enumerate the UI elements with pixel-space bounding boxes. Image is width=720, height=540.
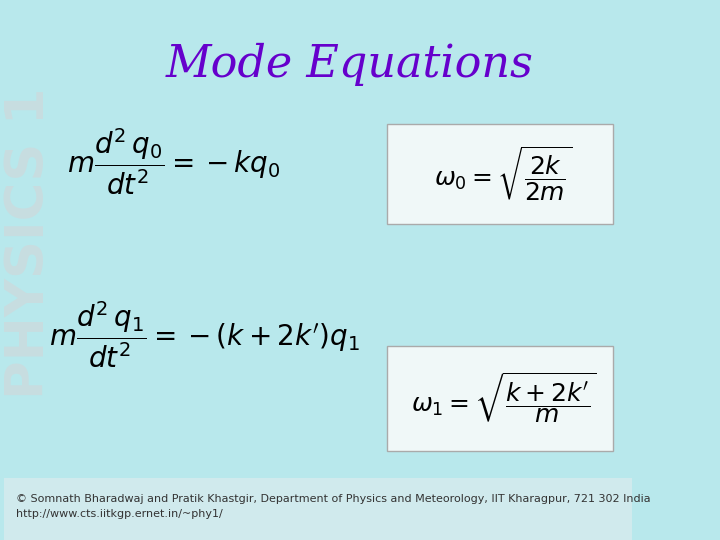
Text: $\omega_0 = \sqrt{\dfrac{2k}{2m}}$: $\omega_0 = \sqrt{\dfrac{2k}{2m}}$ [434,145,572,203]
FancyBboxPatch shape [387,346,613,451]
Text: $m\dfrac{d^2\,q_1}{dt^2} = -(k+2k^{\prime})q_1$: $m\dfrac{d^2\,q_1}{dt^2} = -(k+2k^{\prim… [50,300,360,370]
Text: $m\dfrac{d^2\,q_0}{dt^2} = -kq_0$: $m\dfrac{d^2\,q_0}{dt^2} = -kq_0$ [67,127,280,197]
Text: PHYSICS 1: PHYSICS 1 [3,87,55,399]
FancyBboxPatch shape [387,124,613,224]
Text: Mode Equations: Mode Equations [166,43,534,86]
Text: © Somnath Bharadwaj and Pratik Khastgir, Department of Physics and Meteorology, : © Somnath Bharadwaj and Pratik Khastgir,… [17,494,651,519]
Text: $\omega_1 = \sqrt{\dfrac{k+2k^{\prime}}{m}}$: $\omega_1 = \sqrt{\dfrac{k+2k^{\prime}}{… [410,370,596,426]
FancyBboxPatch shape [4,478,632,540]
